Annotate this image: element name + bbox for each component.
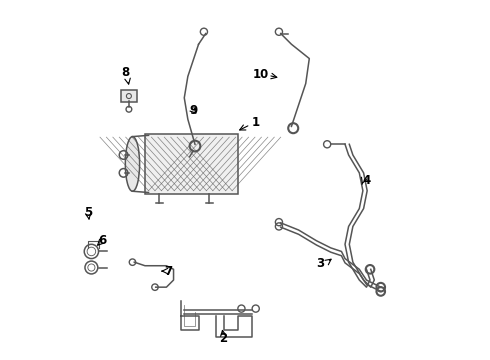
Text: 2: 2 [220,333,228,346]
Text: 7: 7 [164,265,172,278]
Text: 10: 10 [253,68,269,81]
Text: 3: 3 [316,257,324,270]
Ellipse shape [125,136,140,191]
FancyBboxPatch shape [145,134,238,194]
Text: 6: 6 [98,234,106,247]
Text: 1: 1 [252,116,260,129]
Text: 9: 9 [189,104,197,117]
Text: 4: 4 [362,174,370,186]
Text: 8: 8 [121,66,129,79]
Text: 5: 5 [84,206,92,219]
FancyBboxPatch shape [121,90,137,102]
